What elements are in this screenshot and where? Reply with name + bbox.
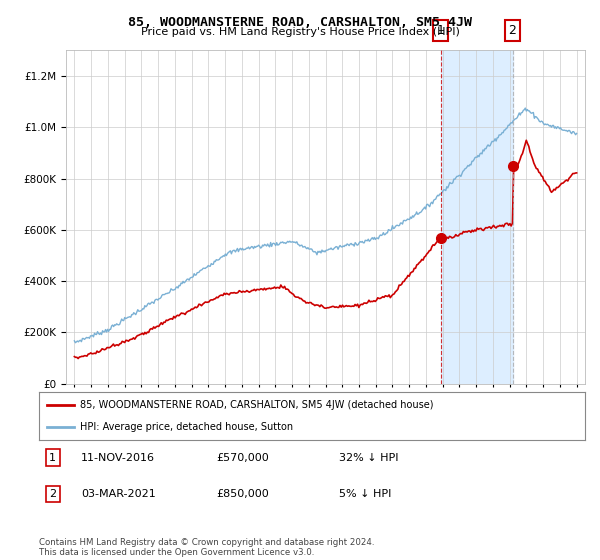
Text: 85, WOODMANSTERNE ROAD, CARSHALTON, SM5 4JW: 85, WOODMANSTERNE ROAD, CARSHALTON, SM5 … xyxy=(128,16,472,29)
Text: 85, WOODMANSTERNE ROAD, CARSHALTON, SM5 4JW (detached house): 85, WOODMANSTERNE ROAD, CARSHALTON, SM5 … xyxy=(80,400,433,410)
Text: 32% ↓ HPI: 32% ↓ HPI xyxy=(339,452,398,463)
Text: 2: 2 xyxy=(49,489,56,499)
Text: £570,000: £570,000 xyxy=(216,452,269,463)
Text: Contains HM Land Registry data © Crown copyright and database right 2024.
This d: Contains HM Land Registry data © Crown c… xyxy=(39,538,374,557)
Text: 2: 2 xyxy=(509,24,517,37)
Bar xyxy=(440,50,512,384)
Text: 11-NOV-2016: 11-NOV-2016 xyxy=(81,452,155,463)
Text: 03-MAR-2021: 03-MAR-2021 xyxy=(81,489,156,499)
Text: 1: 1 xyxy=(49,452,56,463)
Text: HPI: Average price, detached house, Sutton: HPI: Average price, detached house, Sutt… xyxy=(80,422,293,432)
Text: £850,000: £850,000 xyxy=(216,489,269,499)
Text: Price paid vs. HM Land Registry's House Price Index (HPI): Price paid vs. HM Land Registry's House … xyxy=(140,27,460,37)
Text: 5% ↓ HPI: 5% ↓ HPI xyxy=(339,489,391,499)
Text: 1: 1 xyxy=(437,24,445,37)
